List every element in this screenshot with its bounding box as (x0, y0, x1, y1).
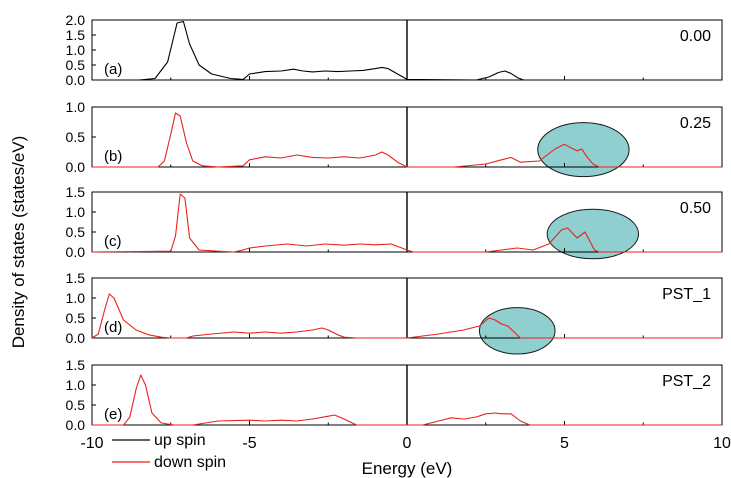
highlight-ellipse (546, 208, 640, 260)
x-tick-label: -10 (80, 435, 103, 452)
dos-series-line (91, 293, 722, 339)
panel-annotation: PST_1 (662, 286, 711, 303)
x-tick-label: 0 (403, 435, 412, 452)
dos-series-line (92, 374, 722, 426)
panel-annotation: PST_2 (662, 373, 711, 390)
panel-2: 0.0 0.5 1.0 (b) 0.25 (66, 99, 723, 178)
x-axis-title: Energy (eV) (362, 459, 453, 478)
y-tick-label: 0.5 (66, 224, 86, 240)
panel-4: 0.0 0.5 1.0 1.5 (d) PST_1 (66, 270, 723, 355)
dos-series-line (92, 20, 722, 81)
y-tick-label: 0.0 (66, 330, 86, 346)
y-tick-label: 0.0 (66, 244, 86, 260)
y-tick-label: 0.0 (66, 72, 86, 88)
panel-label: (e) (104, 406, 122, 423)
x-tick-labels: -10 -5 0 5 10 (80, 435, 731, 452)
dos-series-line (91, 193, 722, 253)
legend-label-up: up spin (154, 432, 206, 449)
panel-label: (b) (104, 148, 122, 165)
y-tick-label: 1.0 (66, 377, 86, 393)
highlight-ellipse (537, 122, 630, 178)
panel-1: 0.00.51.01.52.0 (a) 0.00 (66, 12, 723, 88)
panel-annotation: 0.50 (680, 200, 711, 217)
y-tick-label: 0.5 (66, 397, 86, 413)
y-axis-title: Density of states (states/eV) (9, 136, 28, 349)
y-tick-label: 1.5 (66, 27, 86, 43)
y-tick-label: 1.5 (66, 184, 86, 200)
y-tick-label: 1.5 (66, 270, 86, 286)
panel-annotation: 0.25 (680, 115, 711, 132)
panel-label: (a) (104, 61, 122, 78)
panel-3: 0.0 0.5 1.0 1.5 (c) 0.50 (66, 184, 723, 260)
panel-annotation: 0.00 (680, 28, 711, 45)
y-tick-label: 0.0 (66, 417, 86, 433)
y-tick-label: 1.0 (66, 42, 86, 58)
legend: up spin down spin (112, 432, 226, 471)
y-tick-label: 1.0 (66, 99, 86, 115)
y-tick-label: 1.5 (66, 357, 86, 373)
y-tick-label: 0.0 (66, 159, 86, 175)
y-tick-label: 1.0 (66, 204, 86, 220)
y-tick-label: 2.0 (66, 12, 86, 28)
panel-label: (d) (104, 319, 122, 336)
y-tick-label: 0.5 (66, 129, 86, 145)
x-tick-label: 5 (560, 435, 569, 452)
x-tick-label: 10 (713, 435, 731, 452)
panel-label: (c) (104, 233, 122, 250)
y-tick-label: 0.5 (66, 57, 86, 73)
y-tick-label: 0.5 (66, 310, 86, 326)
y-tick-label: 1.0 (66, 290, 86, 306)
dos-series-line (92, 112, 722, 168)
panel-5: 0.0 0.5 1.0 1.5 (e) PST_2 (66, 357, 723, 433)
x-tick-label: -5 (242, 435, 256, 452)
legend-label-down: down spin (154, 454, 226, 471)
highlight-ellipse (478, 307, 556, 355)
